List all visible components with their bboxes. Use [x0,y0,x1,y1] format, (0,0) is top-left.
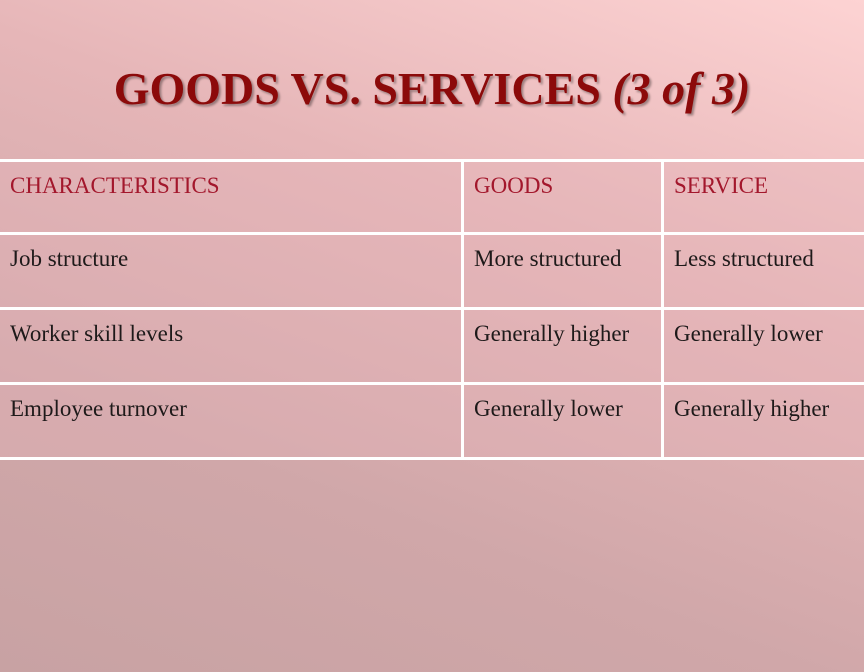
table-cell: Worker skill levels [0,307,464,385]
table-cell: Job structure [0,232,464,310]
table-cell: Generally lower [461,382,664,460]
title-text: GOODS VS. SERVICES [113,63,601,114]
table-cell: More structured [461,232,664,310]
header-cell: GOODS [461,159,664,235]
header-cell: CHARACTERISTICS [0,159,464,235]
table-cell: Generally lower [661,307,864,385]
table-cell: Generally higher [661,382,864,460]
table-row: Worker skill levels Generally higher Gener… [0,307,864,385]
table-cell: Employee turnover [0,382,464,460]
header-cell: SERVICE [661,159,864,235]
table-row: Employee turnover Generally lower Generall… [0,382,864,460]
title: GOODS VS. SERVICES (3 of 3) [0,62,864,115]
table-cell: Generally higher [461,307,664,385]
title-part: (3 of 3) [612,63,751,114]
comparison-table: CHARACTERISTICS GOODS SERVICE Job structure… [0,159,864,460]
table-row: Job structure More structured Less structu… [0,232,864,310]
table-cell: Less structured [661,232,864,310]
header-row: CHARACTERISTICS GOODS SERVICE [0,159,864,235]
